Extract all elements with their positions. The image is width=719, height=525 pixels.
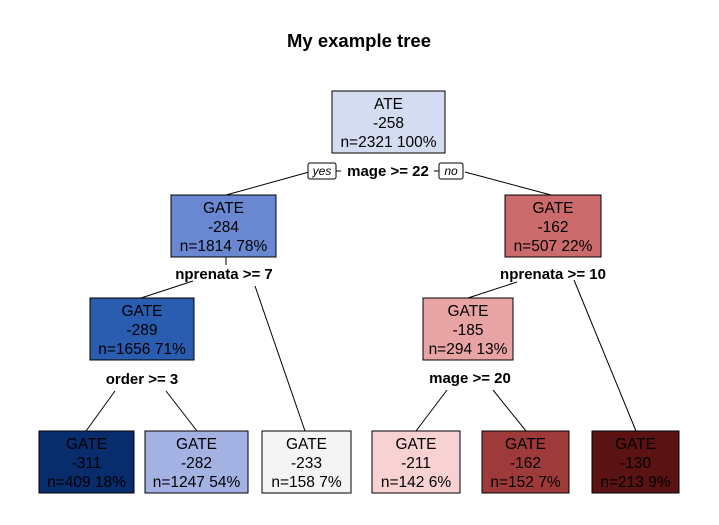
node-count: n=158 7% [271,474,341,491]
node-box [89,297,195,361]
node-value: -311 [72,455,102,472]
node-count: n=2321 100% [340,134,436,151]
tree-title: My example tree [287,30,431,51]
node-count: n=142 6% [381,474,451,491]
node-box [481,430,570,494]
split-labels: mage >= 22 nprenata >= 7 nprenata >= 10 ord… [106,163,606,388]
tree-edge [464,171,552,196]
branch-tag-no: no [438,162,464,180]
node-value: -211 [401,455,431,472]
node-box [331,90,446,154]
node-label: GATE [505,436,546,453]
tree-node-root: ATE -258 n=2321 100% [331,90,446,154]
node-value: -185 [452,322,483,339]
tree-node-llr: GATE -282 n=1247 54% [144,430,249,494]
node-label: GATE [395,436,436,453]
node-label: GATE [176,436,217,453]
node-label: GATE [532,200,573,217]
tree-edge [573,279,637,432]
node-count: n=294 13% [429,341,508,358]
tree-edge [85,390,116,432]
node-value: -162 [510,455,541,472]
node-value: -284 [208,219,239,236]
tree-node-rl: GATE -185 n=294 13% [422,297,514,361]
tree-node-lr: GATE -233 n=158 7% [261,430,352,494]
node-count: n=507 22% [514,238,593,255]
tree-edge [467,281,518,299]
node-value: -162 [537,219,568,236]
node-box [504,194,602,258]
node-count: n=409 18% [47,474,126,491]
node-box [371,430,461,494]
node-label: GATE [286,436,327,453]
tree-edge [492,389,527,432]
split-label-rl: mage >= 20 [429,370,511,387]
tree-edge [254,285,306,432]
branch-tags: yes no [307,162,464,180]
node-count: n=1247 54% [153,474,241,491]
node-box [422,297,514,361]
node-box [170,194,277,258]
node-count: n=1814 78% [180,238,268,255]
tree-node-l: GATE -284 n=1814 78% [170,194,277,258]
node-label: GATE [615,436,656,453]
node-value: -282 [181,455,212,472]
node-label: GATE [447,303,488,320]
node-label: GATE [203,200,244,217]
tree-edge [140,280,194,299]
node-box [38,430,135,494]
node-count: n=213 9% [600,474,670,491]
tree-node-rlr: GATE -162 n=152 7% [481,430,570,494]
split-label-r: nprenata >= 10 [500,266,606,283]
tree-node-r: GATE -162 n=507 22% [504,194,602,258]
node-box [591,430,680,494]
tree-node-lll: GATE -311 n=409 18% [38,430,135,494]
tree-node-rll: GATE -211 n=142 6% [371,430,461,494]
node-label: GATE [66,436,107,453]
tree-node-rr: GATE -130 n=213 9% [591,430,680,494]
tree-edge [415,389,448,432]
node-value: -233 [291,455,322,472]
branch-tag-label: yes [312,164,332,178]
node-value: -130 [620,455,651,472]
split-label-root: mage >= 22 [347,163,429,180]
node-label: ATE [374,96,403,113]
tree-edge [165,390,198,432]
node-box [144,430,249,494]
node-count: n=152 7% [490,474,560,491]
node-value: -258 [373,115,404,132]
node-box [261,430,352,494]
node-value: -289 [126,322,157,339]
node-count: n=1656 71% [98,341,186,358]
branch-tag-yes: yes [307,162,337,180]
node-label: GATE [121,303,162,320]
tree-node-ll: GATE -289 n=1656 71% [89,297,195,361]
tree-edge [225,171,310,196]
tree-edges [85,171,637,432]
split-label-l: nprenata >= 7 [175,266,273,283]
branch-tag-label: no [444,164,458,178]
split-label-ll: order >= 3 [106,371,179,388]
